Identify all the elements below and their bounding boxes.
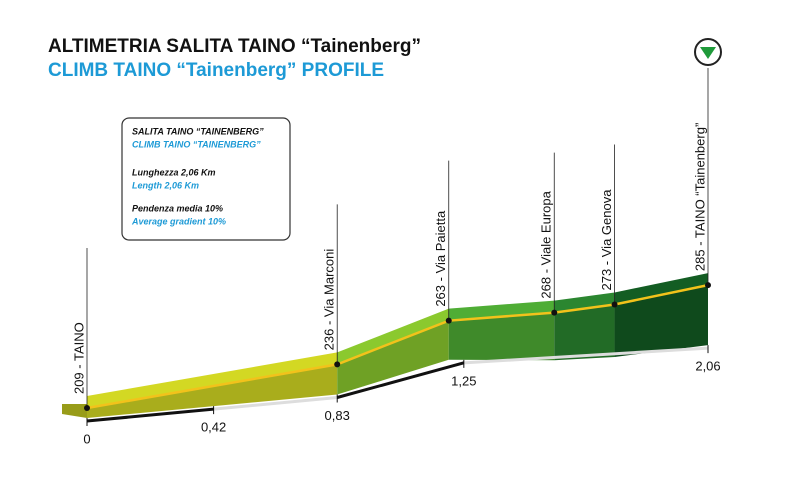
base-bar	[213, 396, 338, 411]
front-face	[448, 312, 555, 361]
point-label: 273 - Via Genova	[599, 189, 614, 291]
info-name-en: CLIMB TAINO “TAINENBERG”	[132, 139, 261, 149]
point-marker	[551, 309, 558, 316]
info-gradient: Pendenza media 10%	[132, 203, 223, 213]
point-label: 268 - Viale Europa	[539, 190, 554, 298]
point-marker	[334, 361, 341, 368]
top-surface	[554, 292, 615, 313]
info-box	[121, 117, 291, 241]
base-bar	[86, 407, 214, 423]
point-label: 285 - TAINO “Tainenberg”	[692, 123, 707, 271]
x-tick-label: 2,06	[695, 359, 720, 374]
front-face	[554, 304, 615, 361]
point-marker	[611, 301, 618, 308]
top-surface	[448, 300, 555, 321]
base-bar	[463, 346, 709, 365]
point-marker	[84, 405, 90, 412]
front-face	[87, 364, 338, 419]
finish-arrow	[700, 47, 716, 59]
info-length-en: Length 2,06 Km	[132, 180, 199, 190]
front-face	[614, 285, 708, 357]
front-face	[337, 320, 449, 395]
x-tick-label: 0,42	[201, 420, 226, 435]
chart-title: ALTIMETRIA SALITA TAINO “Tainenberg”	[48, 36, 421, 57]
point-marker	[445, 317, 452, 324]
top-surface	[87, 352, 338, 409]
info-name: SALITA TAINO “TAINENBERG”	[132, 126, 264, 136]
chart-subtitle: CLIMB TAINO “Tainenberg” PROFILE	[48, 60, 384, 81]
x-tick-label: 0	[83, 431, 90, 446]
point-label: 263 - Via Paietta	[433, 210, 448, 307]
point-label: 209 - TAINO	[71, 322, 86, 394]
profile-line	[86, 283, 709, 410]
info-gradient-en: Average gradient 10%	[131, 216, 226, 226]
x-tick-label: 0,83	[325, 408, 350, 423]
point-label: 236 - Via Marconi	[322, 249, 337, 351]
top-surface	[614, 273, 708, 305]
side-face	[62, 404, 87, 419]
top-surface	[337, 308, 449, 365]
info-length: Lunghezza 2,06 Km	[132, 167, 216, 177]
base-bar	[336, 361, 465, 399]
x-tick-label: 1,25	[451, 373, 476, 388]
point-marker	[705, 282, 711, 289]
